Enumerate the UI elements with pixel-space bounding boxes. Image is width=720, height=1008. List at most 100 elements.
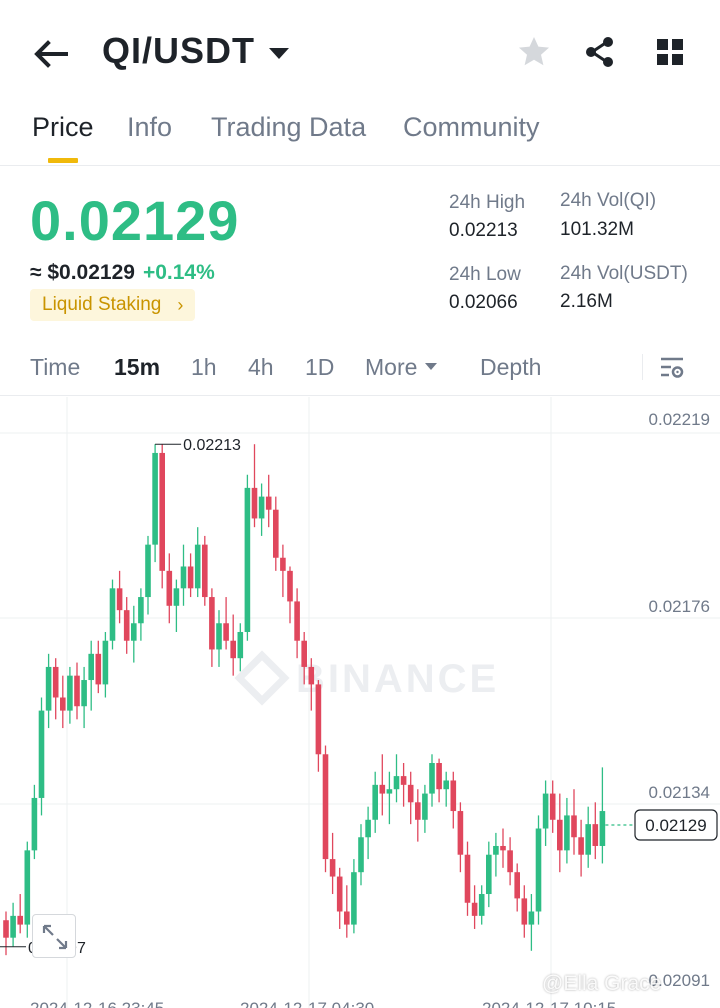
candle-body	[400, 776, 407, 785]
candle	[393, 754, 400, 803]
candle-body	[336, 876, 343, 912]
candle	[436, 758, 442, 803]
interval-1d[interactable]: 1D	[305, 354, 335, 380]
candle-body	[52, 666, 59, 698]
candle	[549, 780, 556, 833]
candle-body	[109, 588, 116, 641]
candle	[244, 474, 251, 641]
candle-body	[436, 763, 442, 790]
high-marker-label: 0.02213	[183, 437, 241, 454]
x-tick-label: 2024-12-17 10:15	[482, 999, 616, 1008]
chart-settings-icon[interactable]	[658, 354, 686, 382]
interval-time[interactable]: Time	[30, 354, 81, 380]
category-tag[interactable]: Liquid Staking ›	[30, 289, 196, 321]
share-icon[interactable]	[582, 34, 618, 70]
candle	[592, 802, 599, 860]
candle-body	[67, 675, 73, 711]
expand-chart-button[interactable]	[32, 914, 76, 958]
candle-body	[10, 915, 16, 938]
candle	[443, 771, 449, 807]
star-icon[interactable]	[516, 34, 552, 70]
candle	[557, 793, 563, 873]
stat-vol-base-label: 24h Vol(QI)	[560, 190, 657, 211]
candle-body	[31, 797, 38, 851]
candle	[514, 863, 520, 912]
candle	[145, 535, 151, 615]
candle	[251, 444, 258, 528]
candle	[344, 885, 350, 938]
candle	[209, 588, 215, 667]
depth-tab[interactable]: Depth	[480, 354, 542, 380]
candle	[187, 553, 194, 598]
candle	[116, 570, 123, 624]
back-arrow-icon[interactable]	[30, 34, 70, 74]
candle-body	[152, 452, 158, 545]
grid-icon[interactable]	[652, 34, 688, 70]
candle	[351, 859, 357, 934]
candle	[585, 806, 591, 868]
top-bar: QI/USDT	[0, 0, 720, 100]
candle-body	[535, 828, 542, 912]
candle-body	[344, 911, 350, 925]
candle	[102, 631, 109, 698]
fiat-price-line: ≈ $0.02129 +0.14%	[30, 261, 215, 285]
candle	[194, 527, 201, 598]
candle	[138, 588, 144, 641]
candle	[230, 614, 236, 676]
candle	[81, 666, 87, 729]
candle-body	[273, 509, 279, 558]
candle	[308, 658, 315, 711]
candle-body	[173, 588, 180, 606]
candle-body	[500, 845, 506, 851]
candle-body	[230, 640, 236, 659]
candle	[131, 605, 137, 663]
interval-more[interactable]: More	[365, 354, 438, 381]
interval-15m[interactable]: 15m	[114, 354, 161, 380]
candle	[358, 824, 364, 886]
candle-body	[287, 570, 293, 602]
candle-body	[493, 845, 499, 855]
candle	[10, 902, 16, 947]
candle	[17, 894, 23, 934]
candle-body	[145, 544, 151, 598]
candle-body	[280, 557, 286, 571]
candle-body	[308, 666, 315, 685]
interval-4h[interactable]: 4h	[248, 354, 274, 380]
candle-body	[60, 697, 66, 711]
candle	[280, 544, 286, 598]
candle	[237, 623, 244, 672]
y-tick-label: 0.02134	[649, 783, 710, 802]
tab-price[interactable]: Price	[32, 112, 94, 142]
candle	[542, 780, 549, 846]
expand-icon	[42, 924, 68, 950]
stat-vol-quote-value: 2.16M	[560, 291, 613, 312]
candle-body	[123, 610, 130, 641]
candle-body	[81, 680, 87, 707]
candle-body	[450, 780, 457, 812]
interval-divider	[642, 354, 643, 380]
pair-title: QI/USDT	[102, 30, 256, 71]
tab-info[interactable]: Info	[127, 112, 173, 142]
candle-body	[329, 859, 336, 877]
tab-community[interactable]: Community	[403, 112, 540, 142]
candle-body	[315, 684, 322, 755]
candle	[415, 789, 421, 842]
candle	[173, 579, 180, 632]
candle	[38, 697, 45, 816]
candle	[564, 797, 570, 864]
candle	[322, 745, 329, 873]
candle	[528, 894, 535, 951]
candle-body	[131, 623, 137, 641]
candle-body	[599, 811, 606, 846]
candle-body	[393, 776, 400, 790]
candle-body	[592, 824, 599, 846]
candle-body	[571, 815, 577, 838]
tab-trading-data[interactable]: Trading Data	[211, 112, 367, 142]
candle	[450, 771, 457, 829]
candle	[429, 754, 435, 807]
candle	[273, 496, 279, 571]
interval-1h[interactable]: 1h	[191, 354, 217, 380]
pair-selector[interactable]: QI/USDT	[102, 30, 290, 72]
candle-body	[258, 496, 265, 519]
